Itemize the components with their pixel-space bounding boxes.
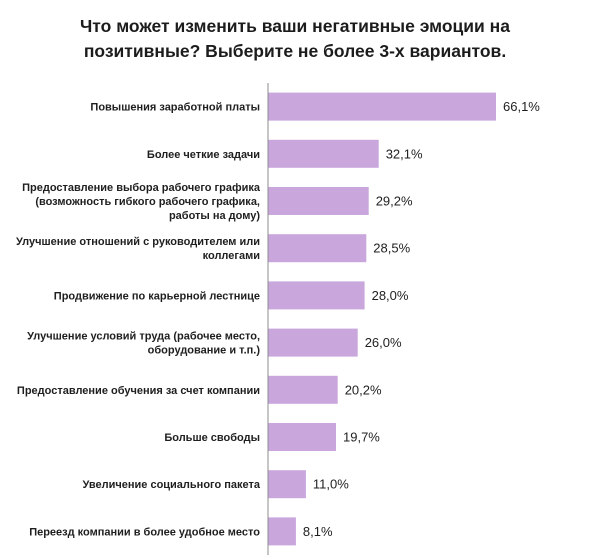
category-label-6: Улучшение условий труда (рабочее место, о… [27,331,260,357]
value-labels: 66,1% 32,1% 29,2% 28,5% 28,0% 26,0% 20,2% 19,7%… [303,99,540,539]
category-label-10: Переезд компании в более удобное место [29,526,260,538]
value-label-3: 29,2% [376,194,413,209]
value-label-5: 28,0% [372,288,409,303]
value-label-4: 28,5% [373,241,410,256]
category-labels: Повышения заработной платы Более четкие з… [16,102,261,539]
value-label-10: 8,1% [303,524,333,539]
bar-6 [268,328,358,357]
value-label-9: 11,0% [313,477,349,492]
bar-2 [268,139,379,168]
value-label-6: 26,0% [365,335,402,350]
bar-10 [268,517,296,546]
bar-1 [268,92,496,121]
bar-9 [268,470,306,499]
category-label-1: Повышения заработной платы [90,102,260,114]
category-label-7: Предоставление обучения за счет компании [17,385,260,397]
category-label-9: Увеличение социального пакета [82,479,260,491]
chart-title-line-2: позитивные? Выберите не более 3-х вариан… [83,41,507,61]
chart-title-line-1: Что может изменить ваши негативные эмоци… [80,16,510,36]
value-label-1: 66,1% [503,99,540,114]
category-label-3: Предоставление выбора рабочего графика (в… [22,182,261,222]
value-label-7: 20,2% [345,382,382,397]
value-label-8: 19,7% [343,430,380,445]
bar-5 [268,281,365,310]
bar-8 [268,423,336,451]
category-label-4: Улучшение отношений с руководителем или к… [16,236,260,262]
bar-7 [268,375,338,404]
category-label-5: Продвижение по карьерной лестнице [54,290,260,302]
bars-layer [268,92,496,546]
value-label-2: 32,1% [386,146,423,161]
chart-title: Что может изменить ваши негативные эмоци… [0,14,590,64]
category-label-2: Более четкие задачи [147,149,260,161]
category-label-8: Больше свободы [164,432,260,444]
bar-3 [268,187,369,215]
bar-4 [268,234,367,263]
